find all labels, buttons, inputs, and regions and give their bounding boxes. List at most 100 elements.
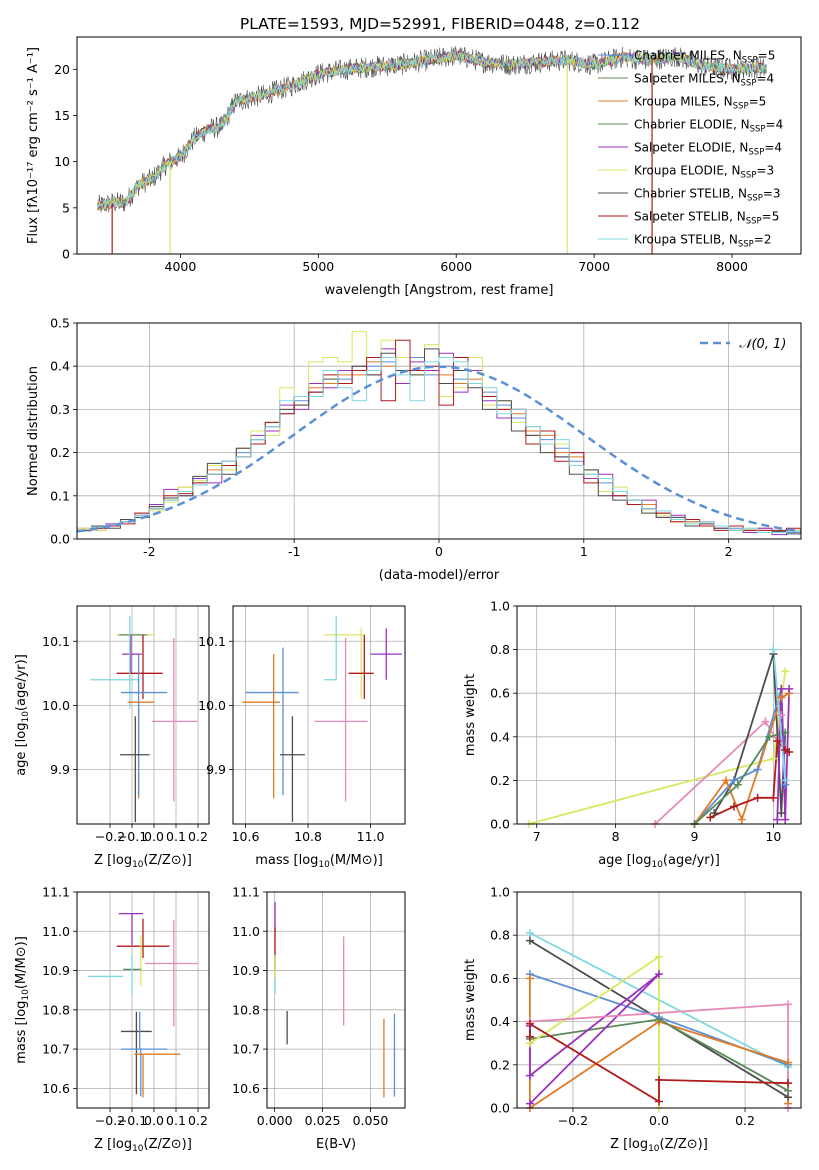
legend-label-tail-1: =4 bbox=[756, 72, 774, 86]
legend-label-main-7: Salpeter STELIB, N bbox=[634, 210, 746, 224]
weight-vs-Z-marker-3-3 bbox=[784, 1058, 793, 1067]
residuals-frame bbox=[76, 322, 802, 540]
weight-vs-Z-marker-8-1 bbox=[525, 1019, 534, 1028]
legend-label-sub-0: SSP bbox=[742, 56, 758, 66]
age-vs-Z-xlabel-sub: 10 bbox=[132, 860, 144, 870]
mass-vs-ebv-ytick-label-2: 10.8 bbox=[232, 1002, 260, 1017]
age-vs-Z-ylabel-tail: (age/yr)] bbox=[14, 654, 29, 711]
legend-label-sub-5: SSP bbox=[741, 171, 757, 181]
age-vs-Z-xtick-label-3: 0.1 bbox=[166, 829, 186, 844]
mass-vs-Z-ytick-label-1: 10.7 bbox=[42, 1042, 70, 1057]
weight-vs-Z-xtick-label-0: −0.2 bbox=[558, 1113, 588, 1128]
age-vs-Z-plot bbox=[90, 615, 198, 823]
spectrum-xlabel: wavelength [Angstrom, rest frame] bbox=[325, 283, 554, 298]
weight-vs-age-line-5 bbox=[693, 731, 786, 824]
weight-vs-age-marker-7-3 bbox=[769, 793, 778, 802]
age-vs-Z-ytick-label-1: 10.0 bbox=[42, 698, 70, 713]
mass-vs-Z-ylabel-sub: 10 bbox=[21, 989, 31, 1001]
residuals-axes: -2 -1 0 1 2 0.0 0.1 0.2 0.3 0.4 0.5 bbox=[50, 316, 801, 559]
age-vs-mass-xtick-label-0: 10.6 bbox=[232, 829, 260, 844]
age-vs-mass-xlabel-tail: (M/M⊙)] bbox=[330, 853, 383, 868]
weight-vs-age-marker-4-2 bbox=[737, 815, 746, 824]
mass-vs-Z-xlabel-sub: 10 bbox=[132, 1144, 144, 1154]
weight-vs-age-marker-7-6 bbox=[785, 748, 794, 757]
weight-vs-Z-marker-8-3 bbox=[655, 1075, 663, 1084]
mass-vs-Z-ytick-label-3: 10.9 bbox=[42, 963, 70, 978]
age-vs-mass-plot bbox=[242, 615, 402, 823]
residuals-xtick-label-0: -2 bbox=[143, 544, 155, 559]
weight-vs-Z-line-6 bbox=[529, 973, 660, 1105]
legend-label-sub-7: SSP bbox=[746, 217, 762, 227]
legend-label-3: Chabrier ELODIE, NSSP=4 bbox=[634, 118, 783, 135]
weight-vs-Z-marker-6-0 bbox=[525, 1099, 534, 1108]
age-vs-Z-xlabel: Z [log10(Z/Z⊙)] bbox=[94, 853, 192, 870]
weight-vs-age-xlabel-main: age [log bbox=[598, 853, 651, 868]
legend-label-main-5: Kroupa ELODIE, N bbox=[634, 164, 741, 178]
age-vs-mass-xlabel-main: mass [log bbox=[255, 853, 318, 868]
legend-label-6: Chabrier STELIB, NSSP=3 bbox=[634, 187, 781, 204]
legend-label-main-4: Salpeter ELODIE, N bbox=[634, 141, 748, 155]
residuals-xtick-label-4: 2 bbox=[725, 544, 733, 559]
legend-label-2: Kroupa MILES, NSSP=5 bbox=[634, 95, 766, 112]
age-vs-Z-ylabel: age [log10(age/yr)] bbox=[14, 654, 31, 776]
weight-vs-Z-marker-1-0 bbox=[525, 936, 534, 945]
legend-label-main-6: Chabrier STELIB, N bbox=[634, 187, 747, 201]
age-vs-Z-ytick-label-0: 9.9 bbox=[50, 762, 70, 777]
spectrum-ytick-label-4: 20 bbox=[54, 62, 70, 77]
age-vs-mass-axes: 10.6 10.8 11.0 9.9 10.0 10.1 bbox=[198, 606, 405, 844]
weight-vs-age-ytick-label-5: 1.0 bbox=[490, 599, 510, 614]
weight-vs-Z-marker-8-4 bbox=[784, 1079, 793, 1088]
mass-vs-Z-xlabel-main: Z [log bbox=[94, 1137, 132, 1152]
legend-label-8: Kroupa STELIB, NSSP=2 bbox=[634, 233, 772, 250]
age-vs-Z-xlabel-tail: (Z/Z⊙)] bbox=[144, 853, 192, 868]
mass-vs-ebv-axes: 0.000 0.025 0.050 10.6 10.7 10.8 10.9 11.0 11.1 bbox=[232, 885, 405, 1128]
weight-vs-age-ytick-label-0: 0.0 bbox=[490, 817, 510, 832]
weight-vs-Z-ytick-label-1: 0.2 bbox=[490, 1057, 510, 1072]
spectrum-line-chabrier-miles bbox=[97, 50, 767, 210]
legend-label-tail-4: =4 bbox=[764, 141, 782, 155]
spectrum-axes: 4000 5000 6000 7000 8000 0 5 10 15 20 bbox=[54, 62, 748, 274]
age-vs-Z-xtick-label-4: 0.2 bbox=[188, 829, 208, 844]
legend-label-tail-0: =5 bbox=[758, 49, 776, 63]
mass-vs-Z-xtick-label-2: 0.0 bbox=[144, 1113, 164, 1128]
weight-vs-age-marker-4-1 bbox=[722, 776, 731, 785]
spectrum-frame bbox=[76, 36, 802, 255]
weight-vs-Z-frame bbox=[516, 891, 802, 1109]
spectrum-ytick-label-2: 10 bbox=[54, 154, 70, 169]
spectrum-line-kroupa-elodie bbox=[97, 51, 767, 210]
mass-vs-Z-xtick-label-3: 0.1 bbox=[166, 1113, 186, 1128]
weight-vs-Z-ytick-label-2: 0.4 bbox=[490, 1014, 510, 1029]
weight-vs-age-marker-3-2 bbox=[753, 765, 762, 774]
mass-vs-ebv-frame bbox=[266, 891, 406, 1109]
residuals-ytick-label-5: 0.5 bbox=[50, 316, 70, 331]
age-vs-Z-xlabel-main: Z [log bbox=[94, 853, 132, 868]
weight-vs-age-marker-5-1 bbox=[733, 780, 742, 789]
weight-vs-age-axes: 7 8 9 10 0.0 0.2 0.4 0.6 0.8 1.0 bbox=[490, 599, 801, 844]
legend-label-sub-6: SSP bbox=[747, 194, 763, 204]
residuals-ytick-label-0: 0.0 bbox=[50, 532, 70, 547]
weight-vs-age-marker-5-3 bbox=[781, 728, 790, 737]
weight-vs-age-ytick-label-3: 0.6 bbox=[490, 686, 510, 701]
legend-label-main-1: Salpeter MILES, N bbox=[634, 72, 741, 86]
age-vs-mass-ytick-label-0: 9.9 bbox=[206, 762, 226, 777]
weight-vs-Z-marker-8-2 bbox=[655, 1097, 663, 1106]
age-vs-mass-xlabel-sub: 10 bbox=[318, 860, 330, 870]
legend-label-1: Salpeter MILES, NSSP=4 bbox=[634, 72, 774, 89]
mass-vs-Z-xtick-label-0: −0.2 bbox=[95, 1113, 125, 1128]
mass-vs-Z-axes: −0.2−0.10.0 0.1 0.2 10.6 10.7 10.8 10.9 11.0 11.… bbox=[42, 885, 209, 1128]
spectrum-xtick-label-4: 8000 bbox=[716, 259, 748, 274]
mass-vs-ebv-plot bbox=[274, 901, 396, 1098]
weight-vs-Z-xlabel-sub: 10 bbox=[648, 1144, 660, 1154]
age-vs-Z-xtick-label-1: −0.1 bbox=[117, 829, 147, 844]
mass-vs-Z-xlabel-tail: (Z/Z⊙)] bbox=[144, 1137, 192, 1152]
age-vs-Z-ytick-label-2: 10.1 bbox=[42, 634, 70, 649]
mass-vs-Z-xlabel: Z [log10(Z/Z⊙)] bbox=[94, 1137, 192, 1154]
mass-vs-ebv-xtick-label-1: 0.025 bbox=[305, 1113, 341, 1128]
legend-label-tail-6: =3 bbox=[763, 187, 781, 201]
weight-vs-age-marker-7-2 bbox=[753, 793, 762, 802]
spectrum-xtick-label-0: 4000 bbox=[165, 259, 197, 274]
legend-label-tail-7: =5 bbox=[762, 210, 780, 224]
mass-vs-ebv-ytick-label-3: 10.9 bbox=[232, 963, 260, 978]
legend-label-main-8: Kroupa STELIB, N bbox=[634, 233, 738, 247]
